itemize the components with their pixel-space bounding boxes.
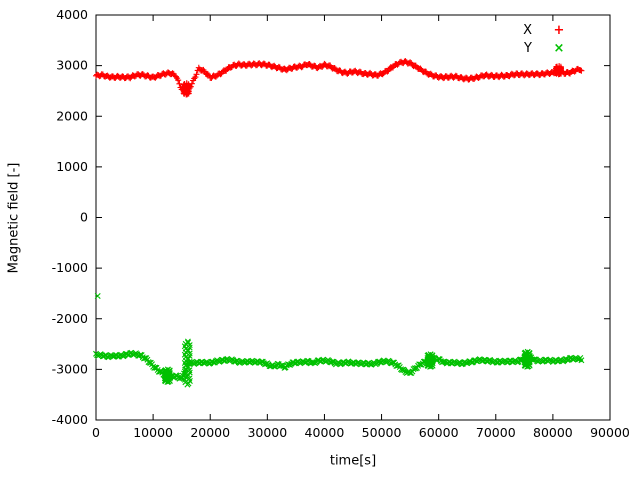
x-axis-label: time[s]: [329, 453, 377, 469]
svg-text:10000: 10000: [133, 425, 173, 440]
svg-text:60000: 60000: [419, 425, 459, 440]
svg-text:3000: 3000: [56, 58, 88, 73]
svg-text:0: 0: [92, 425, 100, 440]
svg-text:-2000: -2000: [52, 311, 88, 326]
y-axis-label: Magnetic field [-]: [6, 162, 22, 274]
svg-text:1000: 1000: [56, 159, 88, 174]
svg-text:0: 0: [80, 210, 88, 225]
legend-entry-y: Y ×: [523, 40, 566, 57]
svg-text:-3000: -3000: [52, 361, 88, 376]
svg-text:-1000: -1000: [52, 260, 88, 275]
legend-marker-y-icon: ×: [553, 41, 565, 56]
svg-text:40000: 40000: [305, 425, 345, 440]
legend-label-y: Y: [524, 41, 532, 56]
legend-label-x: X: [523, 23, 532, 38]
svg-text:70000: 70000: [476, 425, 516, 440]
svg-text:4000: 4000: [56, 7, 88, 22]
legend-marker-x-icon: +: [553, 23, 565, 38]
svg-text:20000: 20000: [190, 425, 230, 440]
legend-entry-x: X +: [523, 22, 566, 39]
svg-text:90000: 90000: [590, 425, 630, 440]
svg-text:50000: 50000: [362, 425, 402, 440]
svg-text:-4000: -4000: [52, 412, 88, 427]
svg-text:2000: 2000: [56, 108, 88, 123]
svg-text:80000: 80000: [533, 425, 573, 440]
legend: X + Y ×: [523, 22, 566, 57]
svg-text:30000: 30000: [247, 425, 287, 440]
